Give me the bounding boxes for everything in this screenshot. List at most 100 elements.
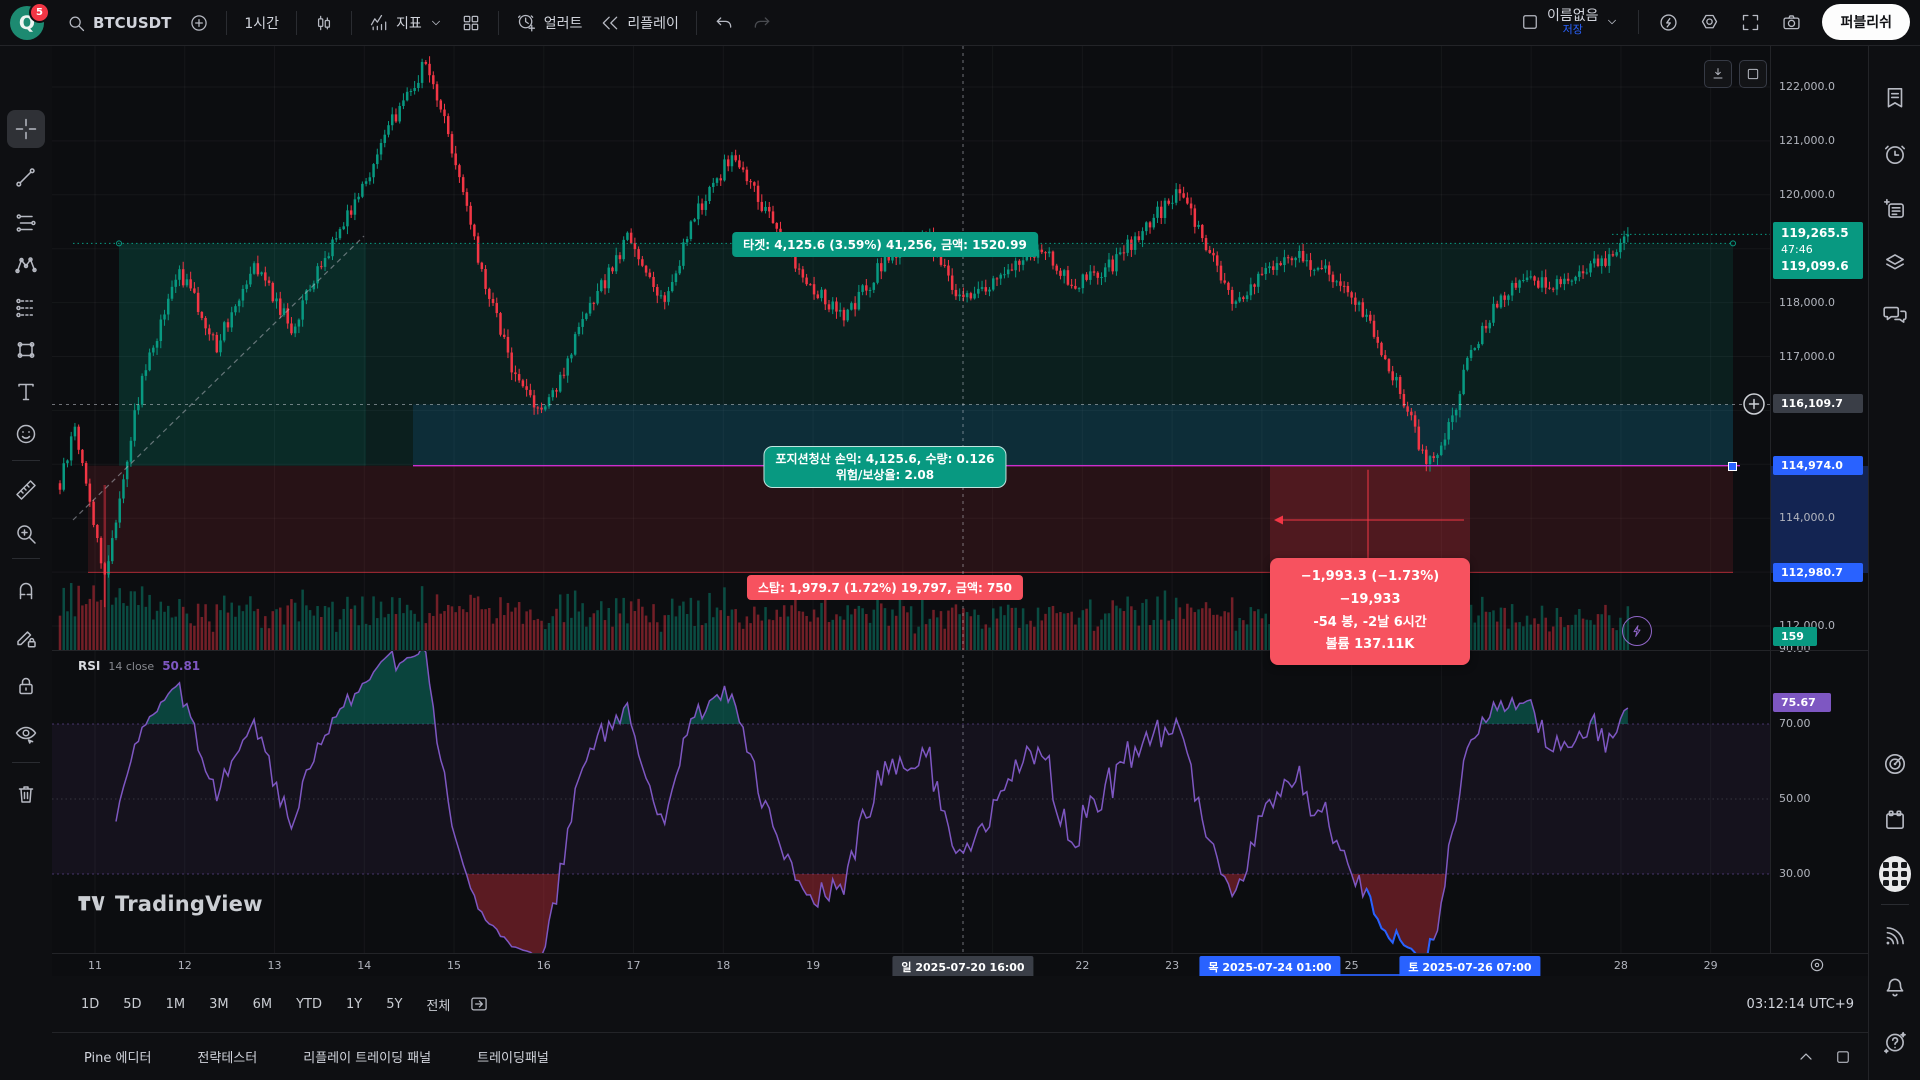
scroll-to-recent-button[interactable] bbox=[1704, 60, 1732, 88]
user-menu-avatar[interactable]: Q 5 bbox=[10, 1, 50, 40]
candles-icon bbox=[317, 15, 331, 30]
layout-select-button[interactable]: 이름없음 저장 bbox=[1512, 4, 1628, 41]
indicator-templates-button[interactable] bbox=[453, 8, 489, 38]
price-axis[interactable]: 122,000.0 121,000.0 120,000.0 118,000.0 117,… bbox=[1771, 46, 1868, 953]
text-icon bbox=[18, 383, 34, 401]
layout-name-block[interactable]: 이름없음 저장 bbox=[1547, 8, 1599, 37]
measure-tool[interactable] bbox=[10, 474, 42, 506]
range-button-1M[interactable]: 1M bbox=[165, 996, 186, 1012]
save-link[interactable]: 저장 bbox=[1562, 23, 1583, 37]
chevron-up-icon[interactable] bbox=[1796, 1047, 1816, 1067]
range-button-1Y[interactable]: 1Y bbox=[345, 996, 363, 1012]
time-axis[interactable]: 11 12 13 14 15 16 17 18 19 22 23 25 28 29 일 2025-07-20… bbox=[52, 953, 1868, 978]
range-button-3M[interactable]: 3M bbox=[209, 996, 229, 1012]
crosshair-tool[interactable] bbox=[7, 110, 45, 148]
magnet-mode-button[interactable] bbox=[10, 574, 42, 606]
chart-plot[interactable] bbox=[52, 46, 1770, 953]
publish-button[interactable]: 퍼블리쉬 bbox=[1822, 4, 1910, 41]
stay-in-drawing-mode-button[interactable] bbox=[10, 622, 42, 654]
pattern-xabcd-tool[interactable] bbox=[10, 250, 42, 282]
quick-actions-button[interactable] bbox=[1650, 7, 1687, 38]
redo-icon bbox=[754, 16, 770, 28]
bell-icon bbox=[1886, 978, 1904, 997]
more-apps-button[interactable] bbox=[1879, 856, 1911, 892]
rsi-tick: 30.00 bbox=[1779, 867, 1811, 880]
rsi-legend[interactable]: RSI 14 close 50.81 bbox=[78, 659, 200, 673]
watchlist-button[interactable] bbox=[1879, 82, 1911, 114]
range-button-1D[interactable]: 1D bbox=[81, 996, 100, 1012]
help-button[interactable] bbox=[1879, 1026, 1911, 1058]
panel-tab-2[interactable]: 리플레이 트레이딩 패널 bbox=[303, 1051, 432, 1066]
undo-button[interactable] bbox=[706, 8, 742, 38]
smiley-icon bbox=[16, 424, 36, 444]
trend-line-tool[interactable] bbox=[10, 162, 42, 194]
fib-retracement-tool[interactable] bbox=[10, 207, 42, 239]
alert-button[interactable]: 얼러트 bbox=[508, 7, 591, 38]
emoji-tool[interactable] bbox=[10, 418, 42, 450]
panel-tab-1[interactable]: 전략테스터 bbox=[197, 1051, 258, 1066]
radar-icon bbox=[1884, 753, 1906, 775]
maximize-pane-button[interactable] bbox=[1739, 60, 1767, 88]
position-entry-label[interactable]: 포지션청산 손익: 4,125.6, 수량: 0.126 위험/보상율: 2.0… bbox=[763, 446, 1007, 489]
price-tick: 120,000.0 bbox=[1779, 187, 1835, 201]
entry-label-line2: 위험/보상율: 2.08 bbox=[835, 468, 935, 483]
rsi-tick: 50.00 bbox=[1779, 792, 1811, 805]
rail-divider bbox=[12, 558, 40, 559]
chat-button[interactable] bbox=[1879, 298, 1911, 330]
rsi-title: RSI bbox=[78, 659, 101, 673]
tradingview-watermark[interactable]: TradingView bbox=[76, 889, 263, 919]
streams-button[interactable] bbox=[1879, 920, 1911, 952]
lightning-mode-button[interactable] bbox=[1622, 616, 1652, 646]
pane-separator[interactable] bbox=[52, 650, 1868, 651]
replay-button[interactable]: 리플레이 bbox=[592, 8, 687, 38]
indicators-button[interactable]: 지표 bbox=[361, 8, 451, 38]
compare-add-symbol-button[interactable] bbox=[181, 8, 217, 38]
notifications-button[interactable] bbox=[1879, 972, 1911, 1004]
day-label: 12 bbox=[177, 959, 192, 972]
panel-tab-0[interactable]: Pine 에디터 bbox=[84, 1051, 152, 1066]
add-alert-plus-button[interactable] bbox=[1743, 393, 1765, 415]
journal-button[interactable] bbox=[1879, 194, 1911, 226]
search-icon bbox=[69, 16, 85, 31]
hide-drawings-button[interactable] bbox=[10, 718, 42, 750]
chart-settings-button[interactable] bbox=[1691, 7, 1728, 38]
snapshot-button[interactable] bbox=[1773, 7, 1810, 38]
price-tick: 117,000.0 bbox=[1779, 349, 1835, 363]
calendar-button[interactable] bbox=[1879, 804, 1911, 836]
chart-style-button[interactable] bbox=[306, 8, 342, 38]
gear-icon bbox=[1702, 14, 1718, 29]
clock[interactable]: 03:12:14 UTC+9 bbox=[1746, 996, 1854, 1012]
redo-button[interactable] bbox=[744, 8, 780, 38]
lock-all-drawings-button[interactable] bbox=[10, 670, 42, 702]
range-button-YTD[interactable]: YTD bbox=[296, 996, 322, 1012]
drawing-selection-handle[interactable] bbox=[1728, 462, 1737, 471]
range-button-5Y[interactable]: 5Y bbox=[386, 996, 403, 1012]
zoom-in-tool[interactable] bbox=[10, 518, 42, 550]
text-tool[interactable] bbox=[10, 376, 42, 408]
position-target-label[interactable]: 타겟: 4,125.6 (3.59%) 41,256, 금액: 1520.99 bbox=[732, 232, 1038, 257]
time-range-highlight bbox=[1270, 974, 1470, 977]
time-axis-settings-button[interactable] bbox=[1808, 956, 1826, 974]
object-tree-button[interactable] bbox=[1879, 246, 1911, 278]
panel-tab-3[interactable]: 트레이딩패널 bbox=[477, 1051, 549, 1066]
forecast-tool[interactable] bbox=[10, 292, 42, 324]
position-stop-label[interactable]: 스탑: 1,979.7 (1.72%) 19,797, 금액: 750 bbox=[746, 575, 1024, 600]
scanner-button[interactable] bbox=[1879, 748, 1911, 780]
widget-sidebar bbox=[1868, 46, 1920, 1080]
day-label: 25 bbox=[1344, 959, 1359, 972]
price-tick: 122,000.0 bbox=[1779, 80, 1835, 93]
rsi-params: 14 close bbox=[108, 660, 155, 673]
range-button-5D[interactable]: 5D bbox=[123, 996, 142, 1012]
remove-drawings-button[interactable] bbox=[10, 778, 42, 810]
fullscreen-button[interactable] bbox=[1732, 7, 1769, 38]
shapes-tool[interactable] bbox=[10, 334, 42, 366]
lightning-circle-icon bbox=[1660, 14, 1678, 31]
symbol-search-button[interactable]: BTCUSDT bbox=[58, 8, 179, 38]
interval-button[interactable]: 1시간 bbox=[236, 8, 287, 38]
crosshair-date-badge: 일 2025-07-20 16:00 bbox=[892, 956, 1034, 978]
range-button-6M[interactable]: 6M bbox=[252, 996, 273, 1012]
maximize-panel-icon[interactable] bbox=[1834, 1048, 1852, 1066]
range-button-전체[interactable]: 전체 bbox=[426, 998, 451, 1014]
go-to-date-button[interactable] bbox=[465, 990, 493, 1018]
alerts-panel-button[interactable] bbox=[1879, 138, 1911, 170]
